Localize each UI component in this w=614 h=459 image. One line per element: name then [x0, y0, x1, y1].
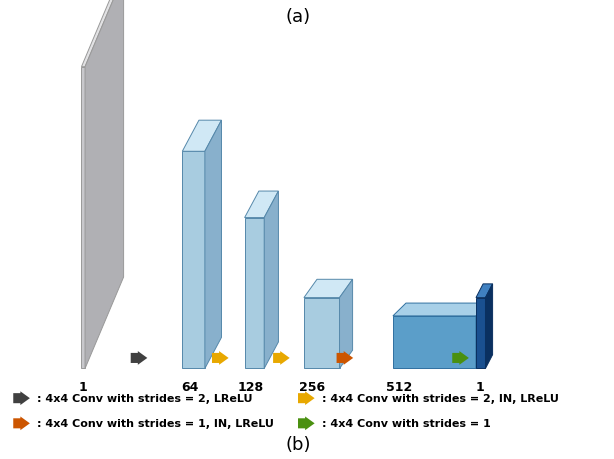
FancyArrow shape — [14, 417, 30, 430]
Text: (a): (a) — [286, 8, 311, 26]
Polygon shape — [244, 218, 264, 369]
Polygon shape — [476, 298, 486, 369]
Polygon shape — [205, 121, 222, 369]
FancyArrow shape — [273, 351, 290, 365]
Polygon shape — [476, 284, 492, 298]
Polygon shape — [393, 316, 476, 369]
Text: : 4x4 Conv with strides = 2, IN, LReLU: : 4x4 Conv with strides = 2, IN, LReLU — [322, 393, 559, 403]
FancyArrow shape — [298, 417, 314, 430]
Polygon shape — [340, 280, 352, 369]
Text: 128: 128 — [238, 380, 263, 393]
FancyArrow shape — [336, 351, 353, 365]
Polygon shape — [393, 303, 489, 316]
Polygon shape — [244, 192, 278, 218]
Text: 512: 512 — [386, 380, 412, 393]
FancyArrow shape — [131, 351, 147, 365]
Polygon shape — [304, 298, 340, 369]
FancyArrow shape — [298, 392, 314, 405]
Text: 1: 1 — [79, 380, 88, 393]
Polygon shape — [85, 0, 123, 369]
Polygon shape — [304, 280, 352, 298]
Text: (b): (b) — [286, 435, 311, 453]
Polygon shape — [182, 152, 205, 369]
Text: : 4x4 Conv with strides = 1, IN, LReLU: : 4x4 Conv with strides = 1, IN, LReLU — [37, 419, 274, 428]
Text: 64: 64 — [181, 380, 199, 393]
FancyArrow shape — [453, 351, 469, 365]
Polygon shape — [182, 121, 222, 152]
Text: 1: 1 — [475, 380, 484, 393]
Polygon shape — [486, 284, 492, 369]
Polygon shape — [264, 192, 278, 369]
Text: 256: 256 — [298, 380, 325, 393]
Text: : 4x4 Conv with strides = 2, LReLU: : 4x4 Conv with strides = 2, LReLU — [37, 393, 252, 403]
FancyArrow shape — [14, 392, 30, 405]
Polygon shape — [476, 303, 489, 369]
Text: : 4x4 Conv with strides = 1: : 4x4 Conv with strides = 1 — [322, 419, 491, 428]
Polygon shape — [82, 0, 123, 67]
FancyArrow shape — [212, 351, 228, 365]
Polygon shape — [82, 67, 85, 369]
